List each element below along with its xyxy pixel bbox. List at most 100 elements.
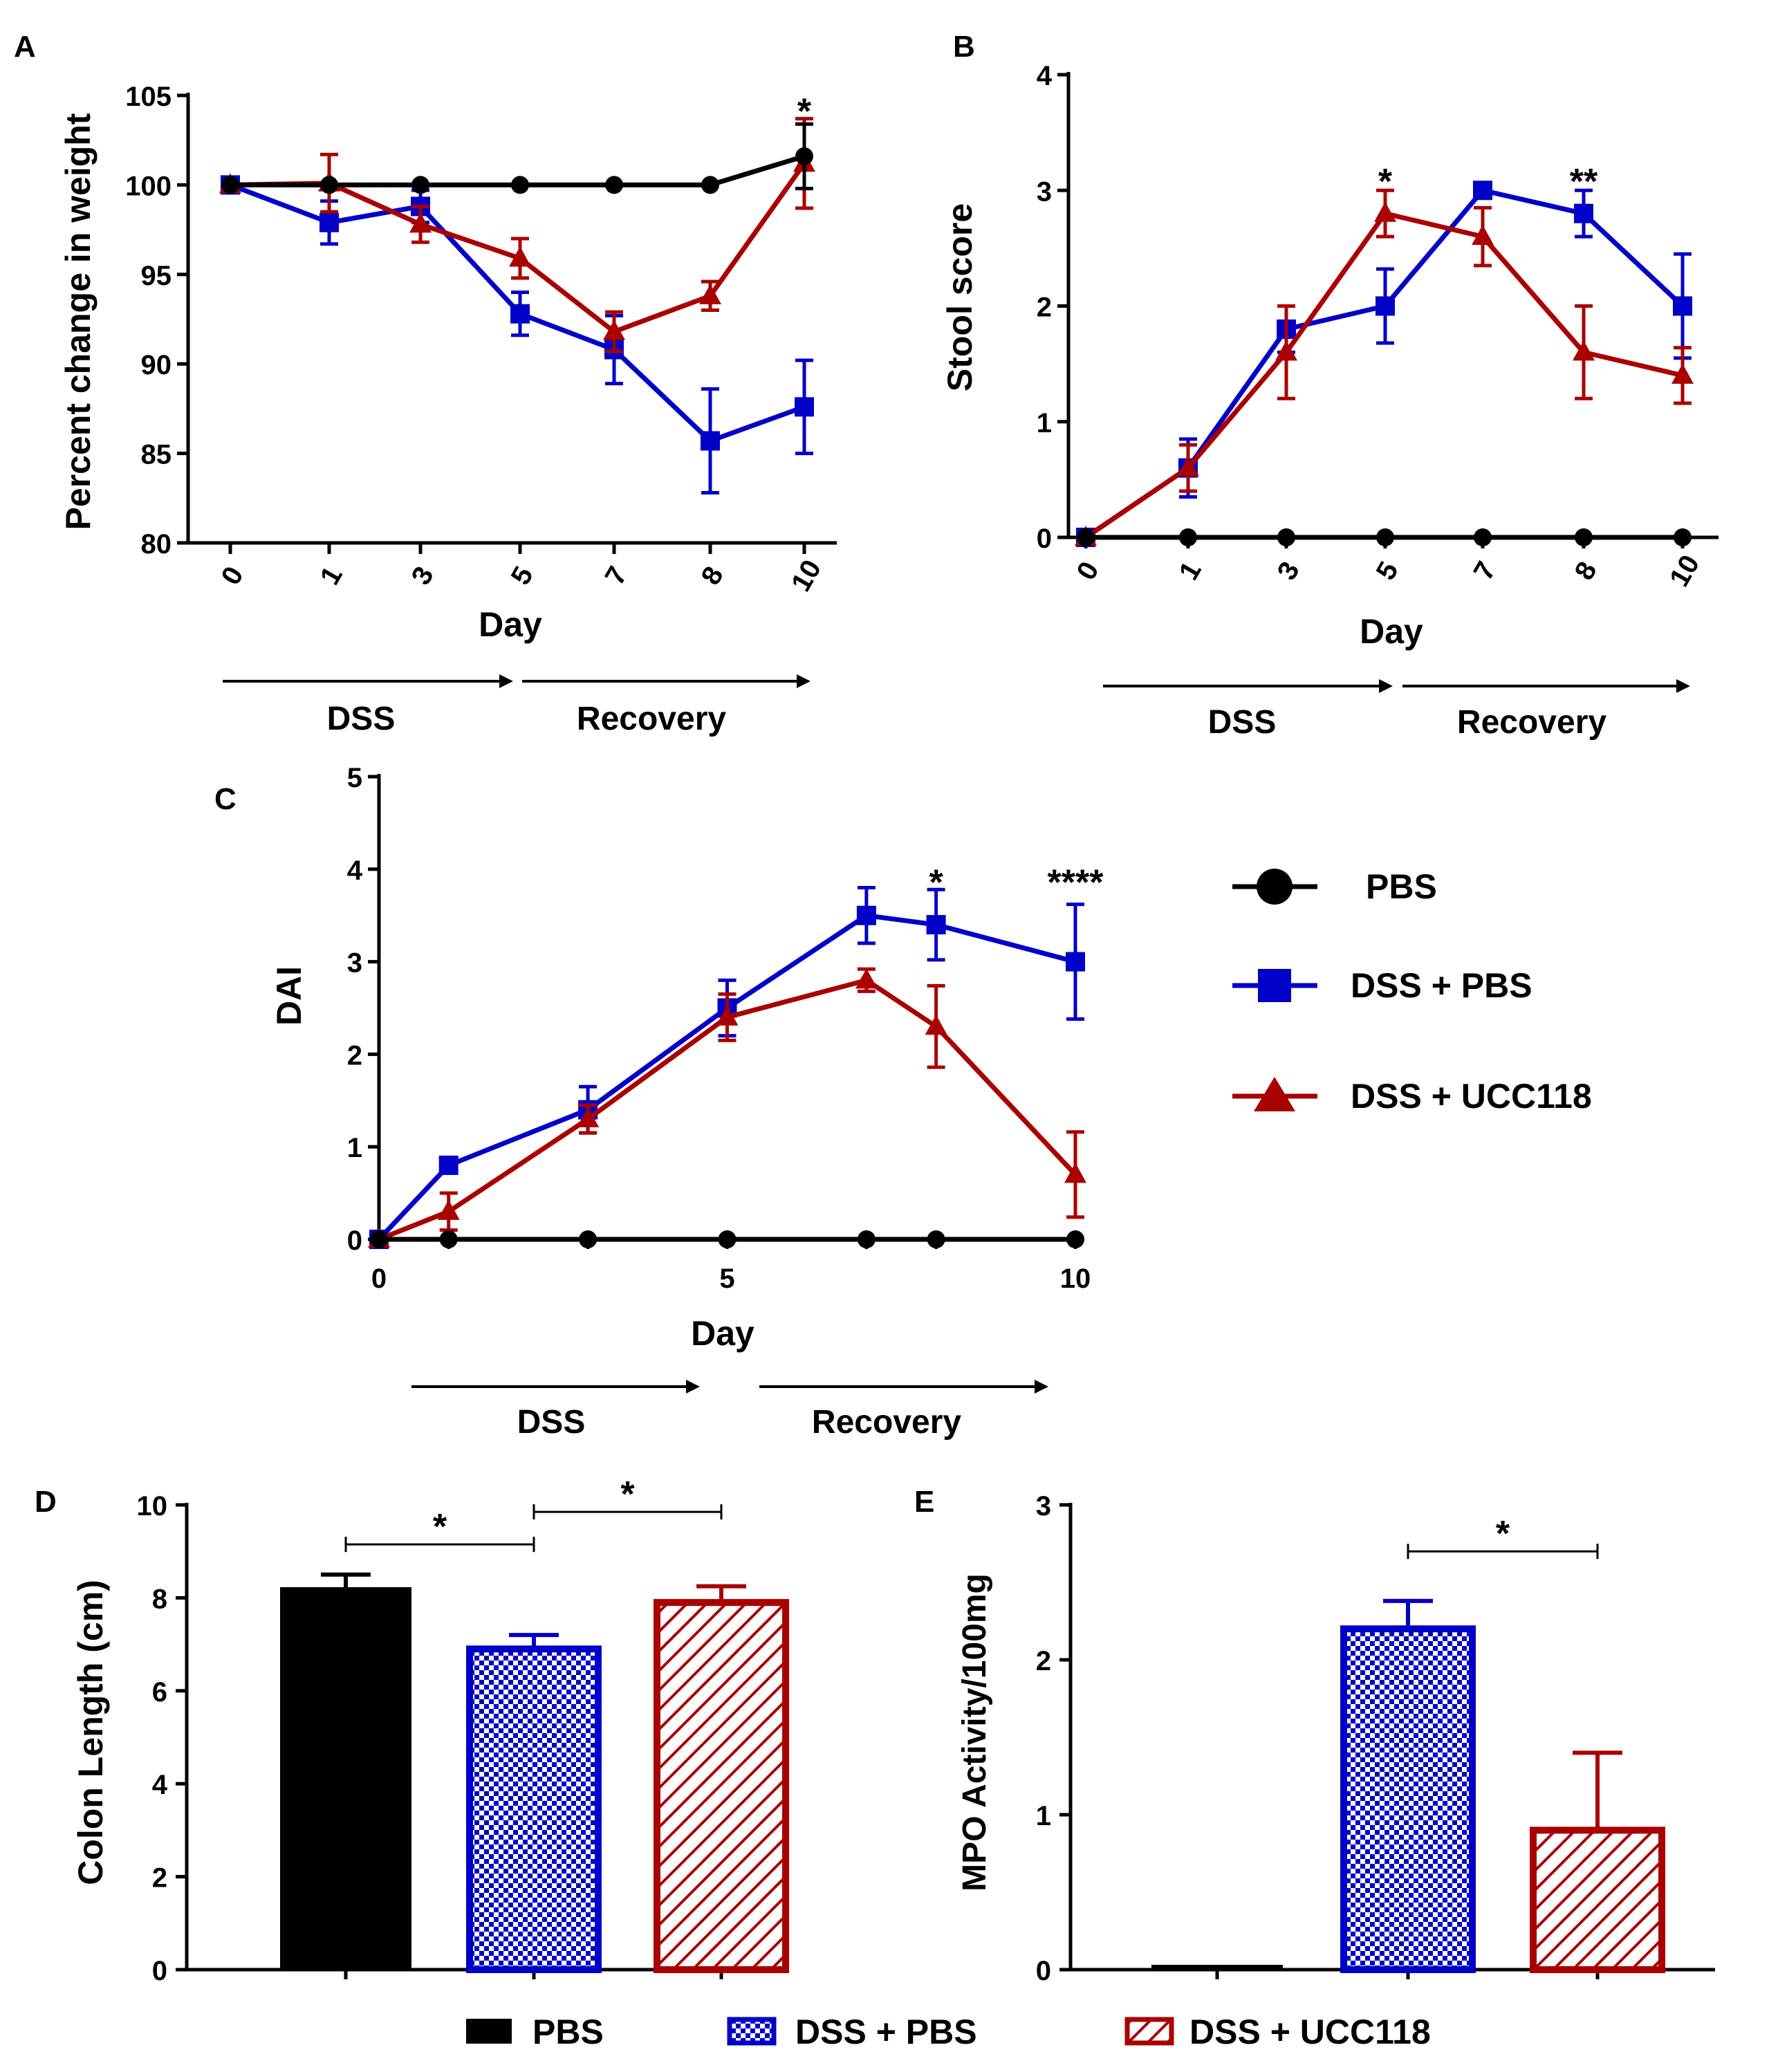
- panel-b-line-dss-ucc118: [1084, 211, 1683, 539]
- panel-a-phase-arrows: DSS Recovery: [223, 674, 811, 737]
- panel-b-xtick-label: 7: [1468, 557, 1502, 585]
- panel-b-point-dss-pbs: [1673, 296, 1692, 316]
- panel-b-xtick-label: 8: [1569, 557, 1603, 585]
- panel-e-ylabel: MPO Activity/100mg: [956, 1573, 993, 1891]
- panel-c-point-pbs: [370, 1230, 388, 1248]
- panel-a-point-dss-ucc118: [603, 320, 625, 340]
- panel-c-ytick-label: 3: [347, 948, 362, 979]
- bar-legend-item: PBS: [466, 2013, 604, 2051]
- panel-b-point-dss-ucc118: [1177, 456, 1199, 477]
- panel-c-point-pbs: [718, 1230, 737, 1248]
- panel-a-point-pbs: [511, 176, 529, 194]
- panel-a-dss-label: DSS: [327, 701, 396, 737]
- panel-c-ylabel: DAI: [270, 966, 308, 1026]
- bar-legend-swatch: [727, 2017, 777, 2046]
- panel-b-xtick-label: 10: [1664, 550, 1705, 592]
- panel-c-ytick-label: 5: [347, 763, 362, 793]
- panel-b-ytick-label: 3: [1037, 176, 1052, 207]
- panel-a-series-dss-pbs: [221, 175, 814, 495]
- panel-a-point-dss-ucc118: [699, 284, 721, 304]
- panel-a-xlabel: Day: [479, 605, 542, 644]
- panel-c-point-dss-pbs: [1066, 952, 1085, 972]
- panel-d-ylabel: Colon Length (cm): [71, 1580, 110, 1885]
- panel-b-point-dss-ucc118: [1671, 363, 1694, 384]
- panel-d-ytick-label: 2: [152, 1863, 167, 1894]
- panel-b-point-pbs: [1474, 528, 1492, 546]
- panel-a-point-dss-pbs: [510, 304, 530, 324]
- panel-e-ytick-label: 2: [1036, 1646, 1051, 1676]
- panel-a-point-pbs: [701, 176, 719, 194]
- panel-c-point-dss-pbs: [438, 1155, 459, 1175]
- panel-b-ytick-label: 0: [1037, 524, 1052, 554]
- panel-a-ylabel: Percent change in weight: [59, 113, 98, 530]
- panel-b-recovery-label: Recovery: [1457, 704, 1606, 741]
- panel-b-point-pbs: [1575, 528, 1593, 546]
- panel-c-point-pbs: [439, 1230, 458, 1248]
- panel-b-significance-label: **: [1570, 162, 1598, 202]
- panel-b-point-dss-ucc118: [1275, 340, 1297, 361]
- panel-b-point-dss-pbs: [1376, 296, 1395, 316]
- panel-e-mpo-chart: E MPO Activity/100mg 0 1 2 3 *: [914, 1485, 1715, 1986]
- panel-c-xlabel: Day: [691, 1314, 754, 1353]
- panel-c-recovery-label: Recovery: [812, 1404, 961, 1441]
- panel-c-point-dss-ucc118: [855, 968, 878, 989]
- panel-d-significance-label: *: [433, 1507, 447, 1547]
- panel-c-series-dss-ucc118: [368, 967, 1086, 1248]
- panel-c-significance-label: *: [929, 862, 943, 903]
- panel-c-dss-label: DSS: [517, 1404, 586, 1441]
- panel-c-xtick-label: 0: [371, 1264, 387, 1294]
- panel-e-ytick-label: 0: [1036, 1956, 1051, 1986]
- panel-a-ytick-label: 100: [125, 171, 172, 201]
- line-legend-label: PBS: [1366, 867, 1437, 906]
- panel-c-point-dss-ucc118: [577, 1107, 600, 1128]
- panel-b-phase-arrows: DSS Recovery: [1103, 679, 1690, 741]
- bar-legend-item: DSS + PBS: [727, 2013, 977, 2051]
- line-legend: PBS DSS + PBS DSS + UCC118: [1232, 867, 1592, 1116]
- panel-a-xtick-label: 0: [216, 562, 250, 590]
- panel-c-ytick-label: 2: [347, 1040, 362, 1071]
- panel-b-point-pbs: [1179, 528, 1197, 546]
- panel-b-xtick-label: 1: [1174, 557, 1207, 585]
- bar-legend-swatch: [1124, 2017, 1174, 2046]
- panel-d-ytick-label: 4: [152, 1770, 168, 1800]
- panel-b-xtick-label: 0: [1071, 557, 1105, 585]
- panel-c-point-dss-ucc118: [716, 1005, 739, 1026]
- panel-d-colon-length-chart: D Colon Length (cm) 0 2 4 6 8 10 * *: [35, 1474, 789, 1986]
- panel-c-point-dss-ucc118: [437, 1199, 460, 1220]
- panel-b-xtick-label: 5: [1371, 557, 1405, 585]
- panel-b-point-pbs: [1277, 528, 1295, 546]
- legend-square-marker-icon: [1258, 969, 1291, 1002]
- bar-legend-item: DSS + UCC118: [1124, 2013, 1431, 2051]
- panel-e-significance-label: *: [1496, 1514, 1510, 1554]
- panel-d-ytick-label: 10: [137, 1491, 168, 1521]
- panel-a-xtick-label: 7: [600, 562, 633, 590]
- panel-e-bar: [1530, 1826, 1665, 1973]
- panel-a-point-pbs: [411, 176, 429, 194]
- panel-d-bar: [280, 1587, 411, 1971]
- panel-a-xtick-label: 3: [406, 562, 440, 590]
- panel-c-point-pbs: [579, 1230, 598, 1248]
- panel-c-point-pbs: [1066, 1230, 1084, 1248]
- panel-d-significance-label: *: [620, 1474, 635, 1515]
- panel-a-point-dss-ucc118: [509, 246, 531, 267]
- panel-c-phase-arrows: DSS Recovery: [411, 1380, 1048, 1441]
- panel-c-significance-label: ****: [1048, 862, 1104, 903]
- bar-legend: PBS DSS + PBS DSS + UCC118: [466, 2013, 1431, 2051]
- panel-e-bar: [1340, 1625, 1476, 1973]
- panel-b-series-pbs: [1077, 528, 1692, 546]
- panel-a-point-dss-ucc118: [409, 212, 432, 233]
- panel-b-stool-chart: B Stool score Day DSS Recovery 0 1 2 3 4 0 1 3 5…: [941, 30, 1719, 741]
- panel-a-xtick-label: 8: [696, 562, 730, 590]
- panel-a-point-dss-pbs: [701, 431, 720, 451]
- panel-d-bar: [654, 1599, 789, 1974]
- panel-a-weight-chart: A Percent change in weight Day DSS Recov…: [14, 30, 837, 737]
- panel-b-series-dss-ucc118: [1075, 188, 1694, 546]
- panel-a-ytick-label: 105: [125, 82, 172, 112]
- line-legend-item: DSS + UCC118: [1232, 1077, 1592, 1116]
- panel-d-ytick-label: 0: [152, 1956, 167, 1986]
- panel-c-point-dss-pbs: [926, 915, 946, 935]
- panel-a-significance-label: *: [797, 91, 812, 131]
- line-legend-label: DSS + UCC118: [1351, 1077, 1592, 1116]
- panel-c-point-dss-ucc118: [925, 1015, 947, 1035]
- panel-d-bar: [466, 1645, 602, 1974]
